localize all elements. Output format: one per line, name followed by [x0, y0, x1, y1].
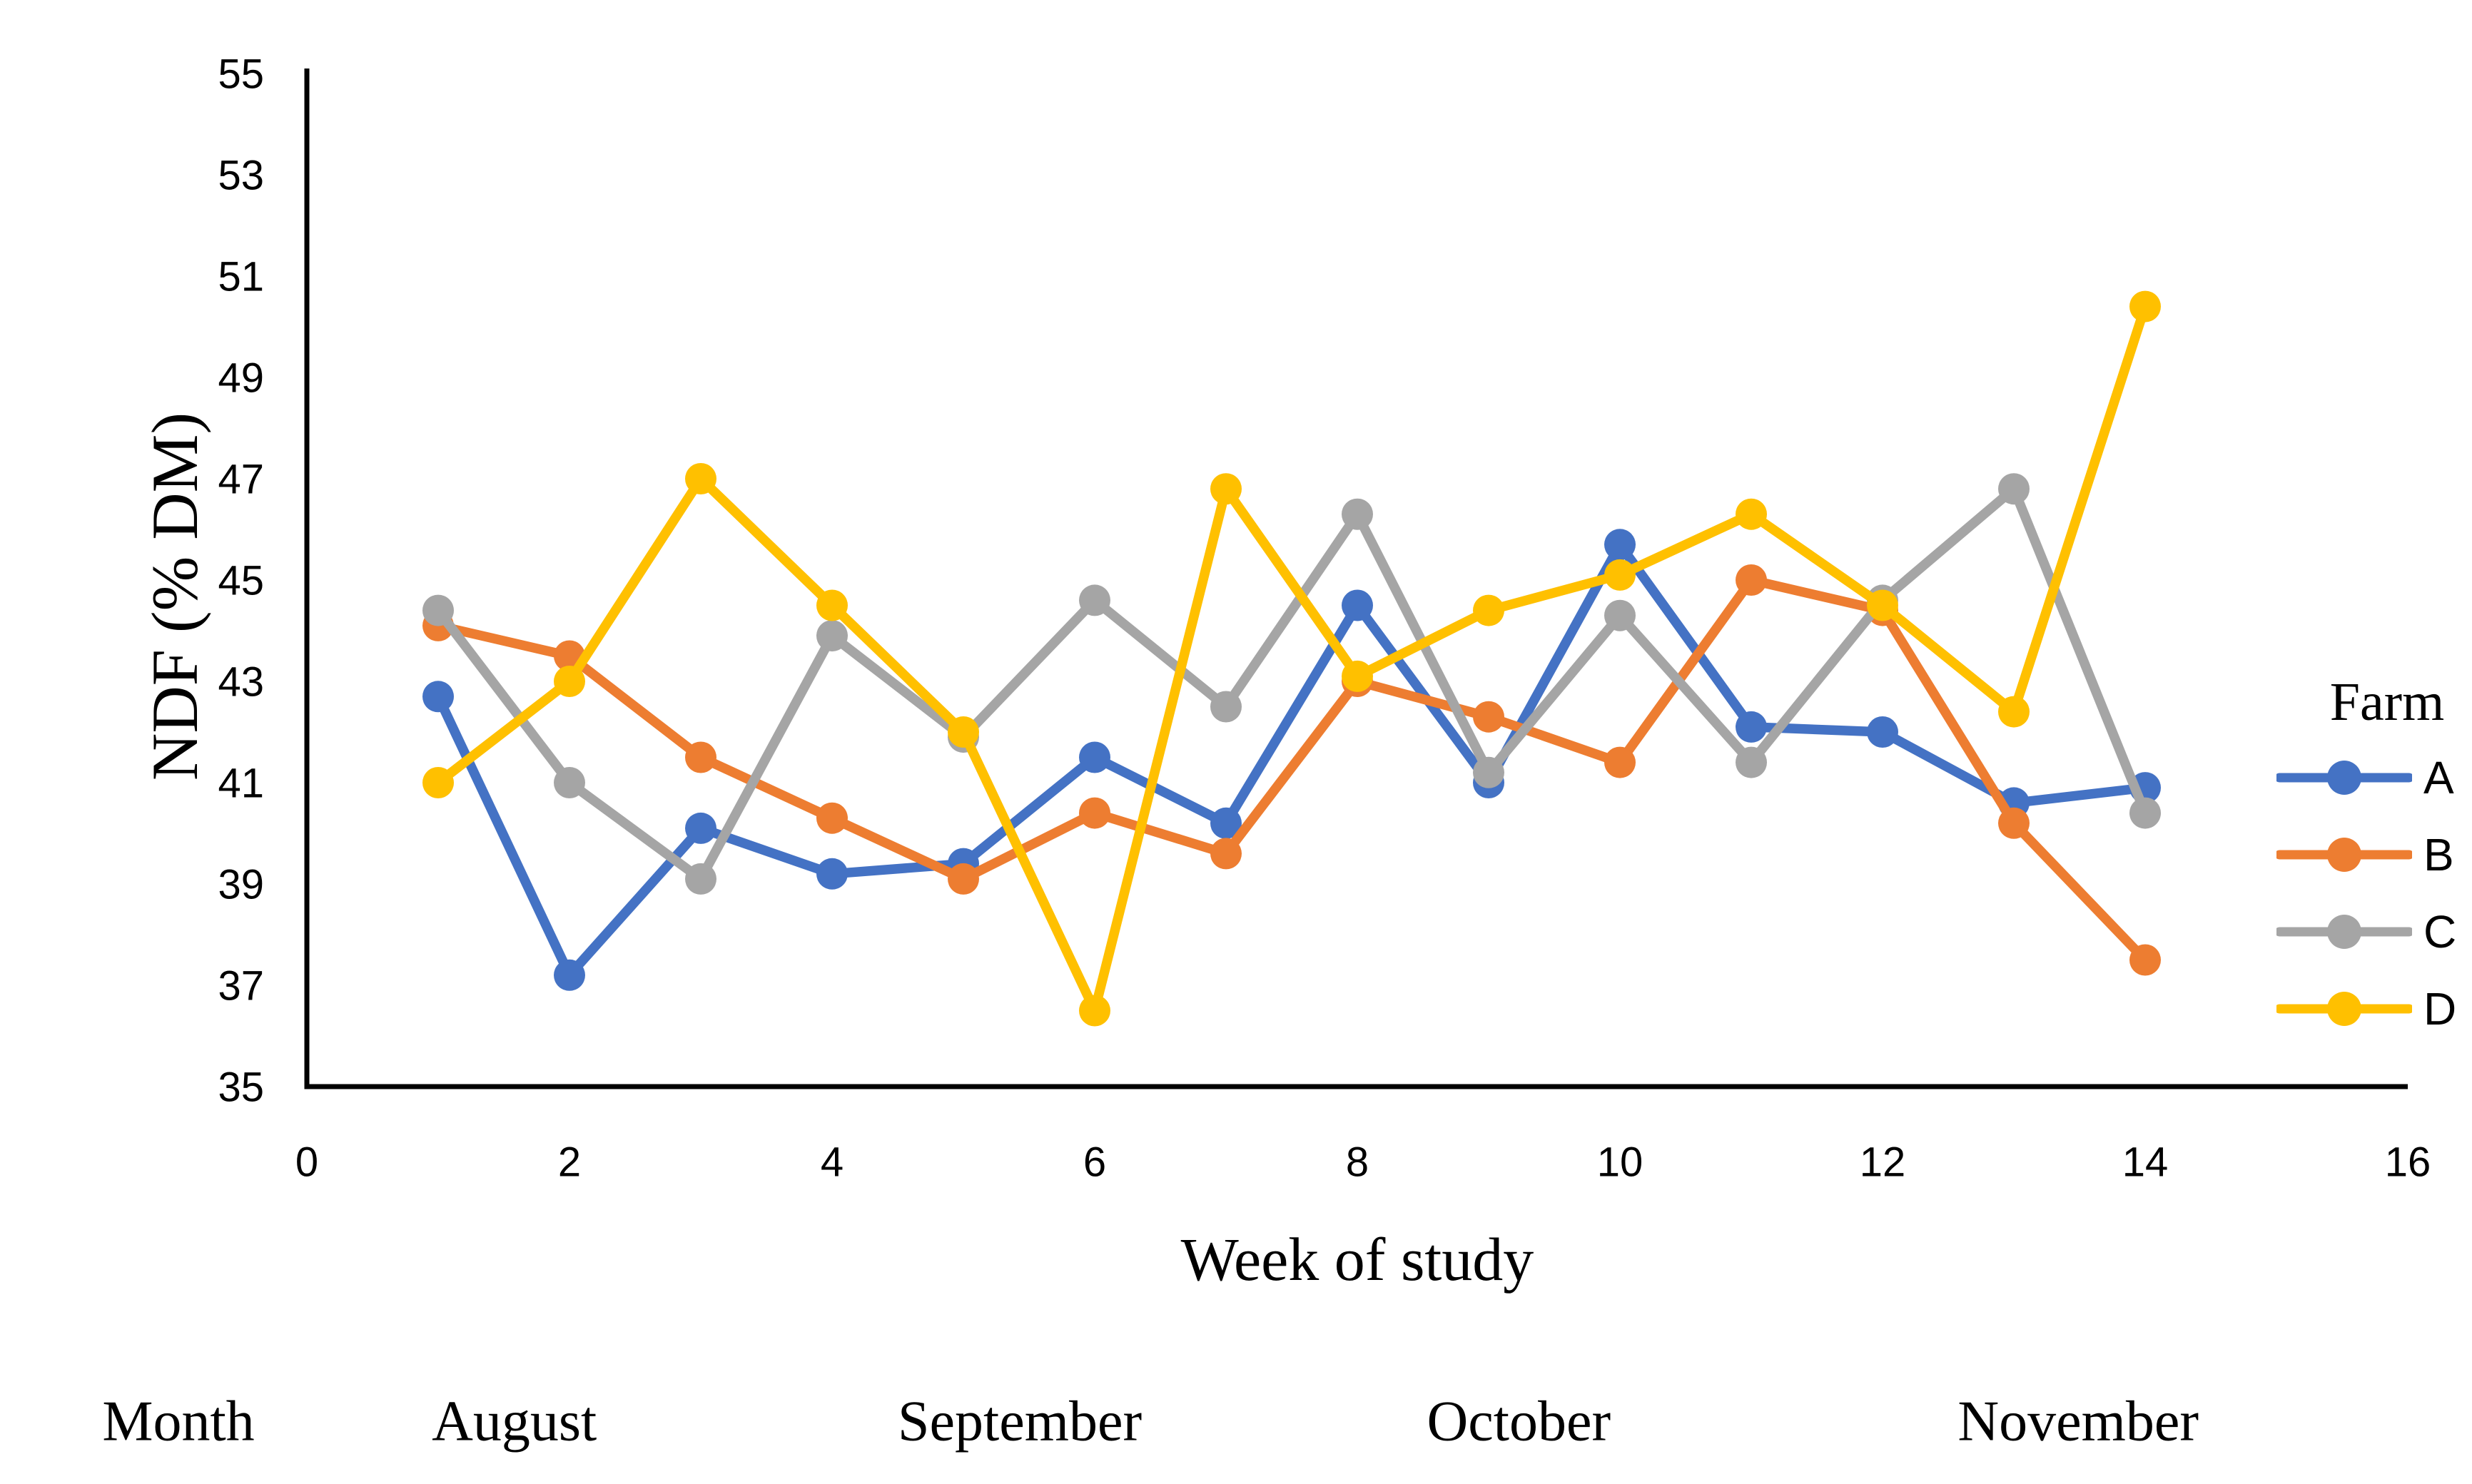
legend-label-A: A [2423, 752, 2454, 803]
axis-lines [304, 68, 2408, 1089]
series-marker-D-week-13 [1998, 696, 2030, 728]
y-tick-label: 35 [218, 1064, 264, 1110]
legend-item-D: D [2276, 983, 2472, 1035]
x-tick-label: 14 [2122, 1139, 2169, 1185]
y-tick-label: 53 [218, 152, 264, 198]
series-marker-C-week-9 [1473, 756, 1504, 788]
series-marker-B-week-13 [1998, 807, 2030, 839]
legend-dot [2327, 992, 2361, 1026]
x-tick-label: 8 [1346, 1139, 1369, 1185]
series-marker-D-week-1 [422, 767, 454, 798]
month-label-october: October [1427, 1390, 1611, 1453]
series-marker-A-week-7 [1210, 807, 1242, 839]
month-axis-header: Month [102, 1390, 255, 1453]
series-marker-C-week-6 [1079, 584, 1110, 616]
series-line-D [433, 301, 2150, 1016]
series-marker-C-week-8 [1342, 498, 1373, 530]
legend-label-B: B [2423, 829, 2454, 880]
series-marker-B-week-7 [1210, 838, 1242, 870]
series-marker-A-week-8 [1342, 589, 1373, 621]
legend-marker-A-icon [2276, 761, 2412, 795]
series-marker-D-week-4 [816, 589, 848, 621]
series-marker-B-week-9 [1473, 701, 1504, 733]
x-tick-label: 0 [295, 1139, 318, 1185]
x-tick-label: 4 [821, 1139, 844, 1185]
y-tick-label: 51 [218, 253, 264, 300]
series-marker-D-week-7 [1210, 473, 1242, 505]
legend-item-B: B [2276, 829, 2472, 880]
legend-dot [2327, 838, 2361, 872]
series-marker-D-week-3 [685, 463, 716, 494]
legend-dot [2327, 915, 2361, 949]
legend-item-C: C [2276, 906, 2472, 957]
series-marker-C-week-10 [1604, 599, 1636, 631]
month-label-august: August [432, 1390, 597, 1453]
series-marker-C-week-11 [1736, 746, 1767, 778]
ndf-line-chart-figure: 55 53 51 49 47 45 43 41 39 37 35 0 2 4 6 8 10 12 14 16 NDF … [29, 11, 2472, 1484]
series-marker-A-week-2 [554, 959, 585, 991]
x-tick-label: 16 [2385, 1139, 2431, 1185]
x-tick-label: 2 [558, 1139, 581, 1185]
legend-marker-C-icon [2276, 915, 2412, 949]
y-axis-title: NDF (% DM) [138, 412, 211, 781]
series-marker-D-week-14 [2129, 290, 2161, 322]
series-marker-C-week-7 [1210, 691, 1242, 723]
month-label-november: November [1957, 1390, 2199, 1453]
series-marker-B-week-11 [1736, 564, 1767, 596]
y-tick-label: 55 [218, 51, 264, 97]
series-marker-C-week-14 [2129, 797, 2161, 829]
series-marker-B-week-5 [948, 863, 979, 895]
series-marker-A-week-12 [1867, 716, 1898, 748]
y-tick-label: 41 [218, 760, 264, 806]
series-marker-C-week-13 [1998, 473, 2030, 505]
x-tick-label: 10 [1597, 1139, 1643, 1185]
series-marker-A-week-6 [1079, 741, 1110, 773]
legend-label-C: C [2423, 906, 2457, 957]
series-marker-D-week-8 [1342, 660, 1373, 692]
series-marker-A-week-11 [1736, 711, 1767, 743]
series-line-B [433, 575, 2150, 965]
chart-canvas: 55 53 51 49 47 45 43 41 39 37 35 0 2 4 6 8 10 12 14 16 [218, 51, 2431, 1185]
series-marker-B-week-4 [816, 802, 848, 834]
legend-title: Farm [2329, 672, 2445, 732]
series-marker-C-week-3 [685, 863, 716, 895]
series-marker-D-week-6 [1079, 995, 1110, 1027]
y-tick-label: 43 [218, 659, 264, 705]
legend-item-A: A [2276, 752, 2472, 803]
series-marker-D-week-5 [948, 716, 979, 748]
series-marker-C-week-2 [554, 767, 585, 798]
x-axis-title: Week of study [1180, 1225, 1534, 1294]
y-tick-label: 47 [218, 456, 264, 502]
series-marker-C-week-1 [422, 594, 454, 626]
month-label-september: September [898, 1390, 1143, 1453]
series-marker-D-week-2 [554, 666, 585, 697]
series-marker-B-week-6 [1079, 797, 1110, 829]
legend-dot [2327, 761, 2361, 795]
series-marker-A-week-10 [1604, 529, 1636, 561]
series-marker-D-week-12 [1867, 589, 1898, 621]
y-tick-label: 39 [218, 861, 264, 908]
series-marker-D-week-10 [1604, 559, 1636, 591]
series-marker-C-week-4 [816, 620, 848, 652]
series-marker-B-week-10 [1604, 746, 1636, 778]
x-tick-label: 12 [1860, 1139, 1906, 1185]
x-tick-label: 6 [1083, 1139, 1106, 1185]
series-marker-A-week-4 [816, 858, 848, 890]
legend-marker-B-icon [2276, 838, 2412, 872]
series-marker-B-week-14 [2129, 944, 2161, 976]
series-line-C [433, 484, 2150, 884]
series-marker-A-week-1 [422, 681, 454, 713]
y-tick-label: 37 [218, 962, 264, 1009]
y-tick-label: 45 [218, 557, 264, 604]
legend-marker-D-icon [2276, 992, 2412, 1026]
legend-label-D: D [2423, 983, 2457, 1035]
series-marker-A-week-3 [685, 812, 716, 844]
series-marker-D-week-9 [1473, 594, 1504, 626]
series-marker-B-week-3 [685, 741, 716, 773]
y-tick-label: 49 [218, 355, 264, 401]
series-marker-D-week-11 [1736, 498, 1767, 530]
